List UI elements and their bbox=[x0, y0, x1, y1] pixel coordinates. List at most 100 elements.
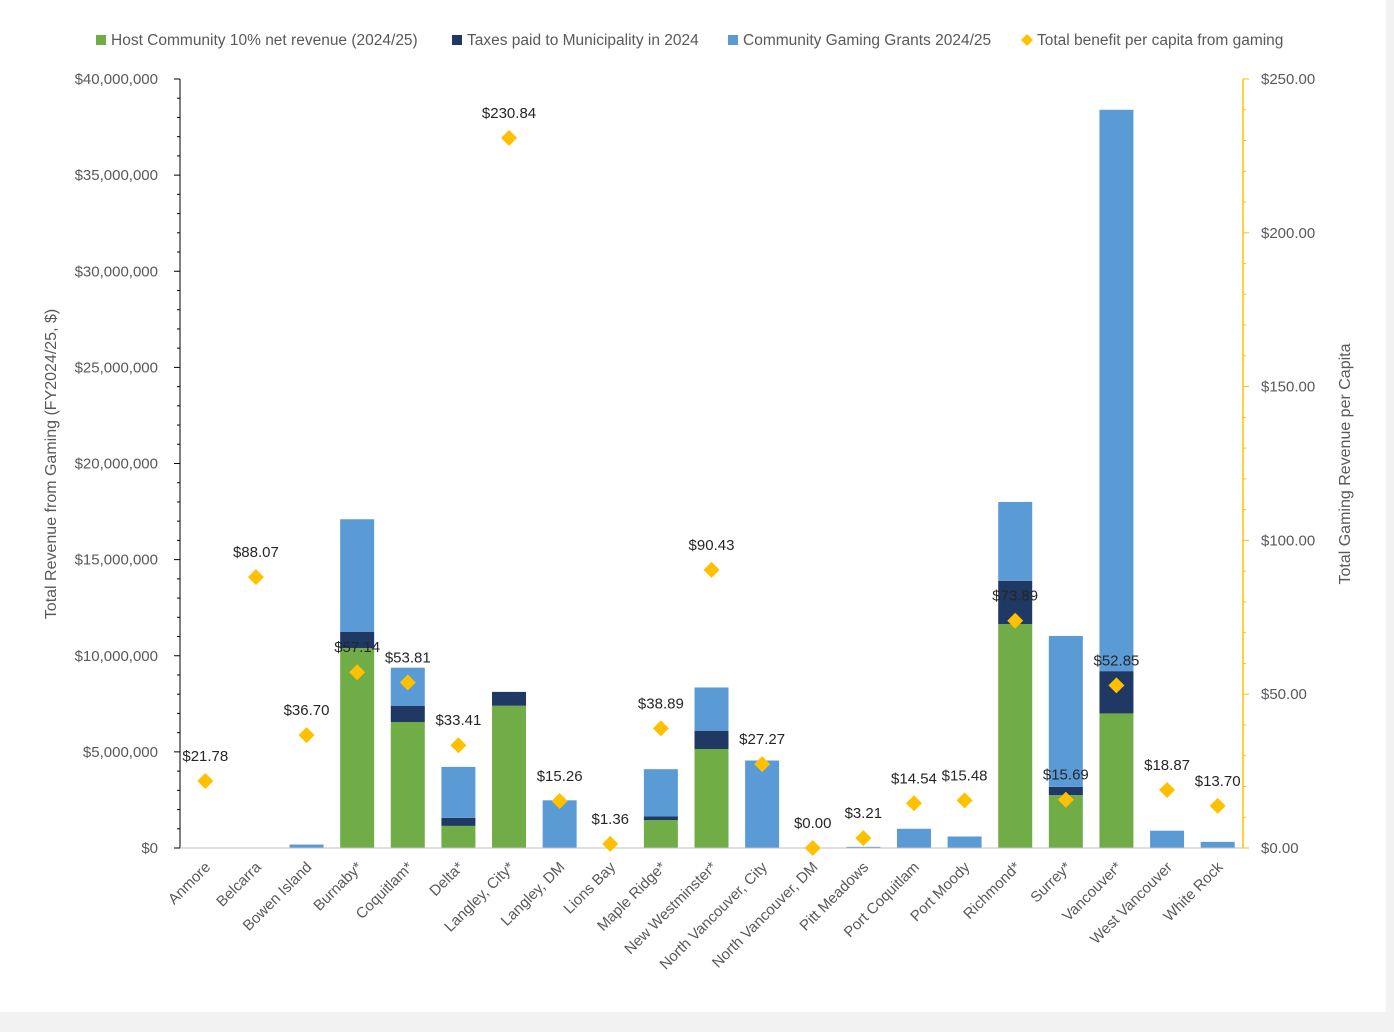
per-capita-series: $21.78 $88.07 $36.70 $57.14 $53.81 $33.41 $230… bbox=[182, 105, 1241, 856]
bar-segment bbox=[1048, 786, 1083, 796]
per-capita-marker bbox=[298, 727, 315, 744]
legend-label: Host Community 10% net revenue (2024/25) bbox=[111, 32, 418, 49]
per-capita-marker bbox=[956, 792, 973, 809]
per-capita-data-label: $230.84 bbox=[482, 105, 536, 122]
bar-segment bbox=[492, 705, 527, 848]
legend-swatch bbox=[1021, 34, 1033, 46]
per-capita-data-label: $52.85 bbox=[1094, 652, 1140, 669]
right-y-axis: $0.00 $50.00 $100.00 $150.00 $200.00 $250.00 bbox=[1242, 71, 1315, 857]
x-tick-label: Belcarra bbox=[213, 858, 265, 910]
right-tick-label: $0.00 bbox=[1261, 840, 1299, 857]
bar-segment bbox=[340, 631, 375, 649]
per-capita-marker bbox=[1057, 791, 1074, 808]
legend-label: Total benefit per capita from gaming bbox=[1037, 32, 1283, 49]
bar-segment bbox=[643, 816, 678, 821]
bar-segment bbox=[1150, 830, 1185, 848]
bar-segment bbox=[745, 760, 780, 848]
left-tick-label: $40,000,000 bbox=[75, 71, 158, 88]
legend-swatch bbox=[96, 35, 106, 45]
per-capita-data-label: $1.36 bbox=[591, 811, 629, 828]
y-axis-title: Total Revenue from Gaming (FY2024/25, $) bbox=[43, 309, 60, 619]
per-capita-marker bbox=[1159, 781, 1176, 798]
per-capita-marker bbox=[703, 561, 720, 578]
legend-swatch bbox=[728, 35, 738, 45]
bar-segment bbox=[1099, 109, 1134, 672]
left-tick-label: $25,000,000 bbox=[75, 359, 158, 376]
per-capita-data-label: $18.87 bbox=[1144, 757, 1190, 774]
right-tick-label: $150.00 bbox=[1261, 379, 1315, 396]
bar-segment bbox=[390, 722, 425, 848]
per-capita-data-label: $88.07 bbox=[233, 544, 279, 561]
right-tick-label: $250.00 bbox=[1261, 71, 1315, 88]
right-tick-label: $100.00 bbox=[1261, 532, 1315, 549]
per-capita-data-label: $21.78 bbox=[182, 748, 228, 765]
legend: Host Community 10% net revenue (2024/25)… bbox=[96, 32, 1283, 49]
bar-segment bbox=[694, 687, 729, 731]
bar-segment bbox=[1200, 841, 1235, 848]
per-capita-marker bbox=[1007, 612, 1024, 629]
per-capita-marker bbox=[804, 840, 821, 856]
per-capita-marker bbox=[602, 835, 619, 852]
bar-segment bbox=[694, 730, 729, 749]
bar-segment bbox=[694, 748, 729, 848]
per-capita-data-label: $3.21 bbox=[845, 805, 883, 822]
per-capita-data-label: $33.41 bbox=[435, 712, 481, 729]
per-capita-data-label: $90.43 bbox=[689, 537, 735, 554]
left-tick-label: $5,000,000 bbox=[83, 744, 158, 761]
bar-segment bbox=[947, 836, 982, 848]
per-capita-data-label: $14.54 bbox=[891, 770, 937, 787]
per-capita-marker bbox=[399, 674, 416, 691]
bar-segment bbox=[643, 820, 678, 848]
bar-segment bbox=[846, 846, 881, 848]
per-capita-data-label: $27.27 bbox=[739, 731, 785, 748]
per-capita-data-label: $36.70 bbox=[284, 702, 330, 719]
per-capita-marker bbox=[652, 720, 669, 737]
per-capita-data-label: $38.89 bbox=[638, 695, 684, 712]
bar-segment bbox=[1099, 713, 1134, 848]
bar-segment bbox=[340, 519, 375, 632]
per-capita-marker bbox=[551, 793, 568, 810]
bar-segment bbox=[998, 624, 1033, 848]
x-tick-label: Delta* bbox=[426, 859, 467, 900]
per-capita-marker bbox=[501, 129, 518, 146]
per-capita-data-label: $57.14 bbox=[334, 639, 380, 656]
bar-series bbox=[289, 109, 1235, 848]
chart-card: Host Community 10% net revenue (2024/25)… bbox=[0, 0, 1386, 1012]
bar-segment bbox=[289, 844, 324, 848]
per-capita-data-label: $15.48 bbox=[942, 767, 988, 784]
bar-segment bbox=[643, 769, 678, 817]
per-capita-marker bbox=[197, 773, 214, 790]
bar-segment bbox=[492, 691, 527, 706]
bar-segment bbox=[998, 501, 1033, 581]
per-capita-marker bbox=[1108, 677, 1125, 694]
legend-label: Community Gaming Grants 2024/25 bbox=[743, 32, 991, 49]
x-tick-label: Surrey* bbox=[1027, 859, 1075, 907]
bar-segment bbox=[441, 817, 476, 826]
x-tick-label: Anmore bbox=[165, 859, 214, 908]
per-capita-marker bbox=[754, 756, 771, 773]
left-tick-label: $20,000,000 bbox=[75, 456, 158, 473]
bar-segment bbox=[340, 648, 375, 848]
left-tick-label: $35,000,000 bbox=[75, 167, 158, 184]
per-capita-marker bbox=[1209, 797, 1226, 814]
left-tick-label: $15,000,000 bbox=[75, 552, 158, 569]
bar-segment bbox=[1048, 635, 1083, 787]
bar-segment bbox=[390, 705, 425, 723]
left-tick-label: $30,000,000 bbox=[75, 263, 158, 280]
per-capita-data-label: $0.00 bbox=[794, 815, 832, 832]
y2-axis-title: Total Gaming Revenue per Capita bbox=[1337, 343, 1354, 584]
bar-segment bbox=[441, 766, 476, 818]
per-capita-data-label: $15.26 bbox=[537, 768, 583, 785]
per-capita-marker bbox=[855, 830, 872, 847]
per-capita-data-label: $73.89 bbox=[992, 588, 1038, 605]
per-capita-marker bbox=[905, 795, 922, 812]
per-capita-marker bbox=[349, 664, 366, 681]
per-capita-data-label: $13.70 bbox=[1195, 773, 1241, 790]
left-y-axis: $0 $5,000,000 $10,000,000 $15,000,000 $20,00… bbox=[75, 71, 181, 857]
legend-label: Taxes paid to Municipality in 2024 bbox=[467, 32, 699, 49]
left-tick-label: $0 bbox=[141, 840, 158, 857]
per-capita-marker bbox=[450, 737, 467, 754]
x-tick-label: New Westminster* bbox=[621, 859, 720, 958]
per-capita-marker bbox=[247, 569, 264, 586]
gaming-revenue-chart: Host Community 10% net revenue (2024/25)… bbox=[43, 32, 1354, 973]
